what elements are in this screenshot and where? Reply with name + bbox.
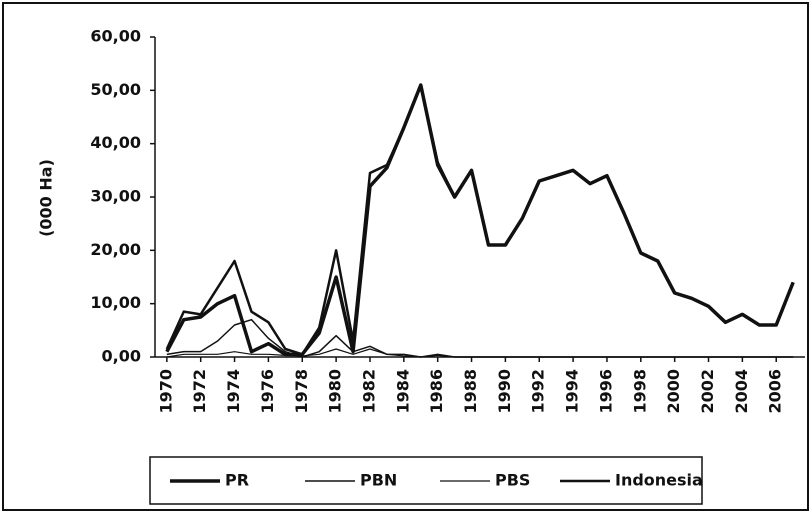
legend-label: PBS xyxy=(495,471,530,490)
series-line xyxy=(166,348,794,358)
y-tick-label: 0,00 xyxy=(102,347,141,366)
series-line xyxy=(166,318,794,358)
y-tick-label: 40,00 xyxy=(90,133,141,152)
x-tick-label: 1996 xyxy=(596,369,615,414)
x-tick-label: 1990 xyxy=(495,369,514,414)
legend-label: PR xyxy=(225,471,249,490)
x-tick-label: 2004 xyxy=(732,369,751,414)
series-line xyxy=(165,83,795,357)
x-tick-label: 1970 xyxy=(156,369,175,414)
x-tick-label: 2002 xyxy=(698,369,717,414)
x-tick-label: 1988 xyxy=(461,369,480,414)
x-tick-label: 1976 xyxy=(258,369,277,414)
series-line xyxy=(165,83,795,356)
legend-label: PBN xyxy=(360,471,397,490)
x-tick-label: 1986 xyxy=(427,369,446,414)
x-tick-label: 1972 xyxy=(190,369,209,414)
x-tick-label: 1980 xyxy=(326,369,345,414)
legend-box xyxy=(149,456,703,505)
y-tick-label: 20,00 xyxy=(90,240,141,259)
y-tick-label: 30,00 xyxy=(90,187,141,206)
x-tick-label: 1984 xyxy=(393,369,412,414)
x-tick-label: 1978 xyxy=(292,369,311,414)
x-tick-label: 2006 xyxy=(766,369,785,414)
x-tick-label: 1992 xyxy=(529,369,548,414)
x-tick-label: 1974 xyxy=(224,369,243,414)
y-tick-label: 50,00 xyxy=(90,80,141,99)
legend-label: Indonesia xyxy=(615,471,703,490)
x-tick-label: 1994 xyxy=(563,369,582,414)
y-tick-label: 60,00 xyxy=(90,27,141,46)
y-tick-label: 10,00 xyxy=(90,293,141,312)
y-axis-label: (000 Ha) xyxy=(37,159,56,237)
x-tick-label: 2000 xyxy=(664,369,683,414)
x-tick-label: 1998 xyxy=(630,369,649,414)
x-tick-label: 1982 xyxy=(359,369,378,414)
